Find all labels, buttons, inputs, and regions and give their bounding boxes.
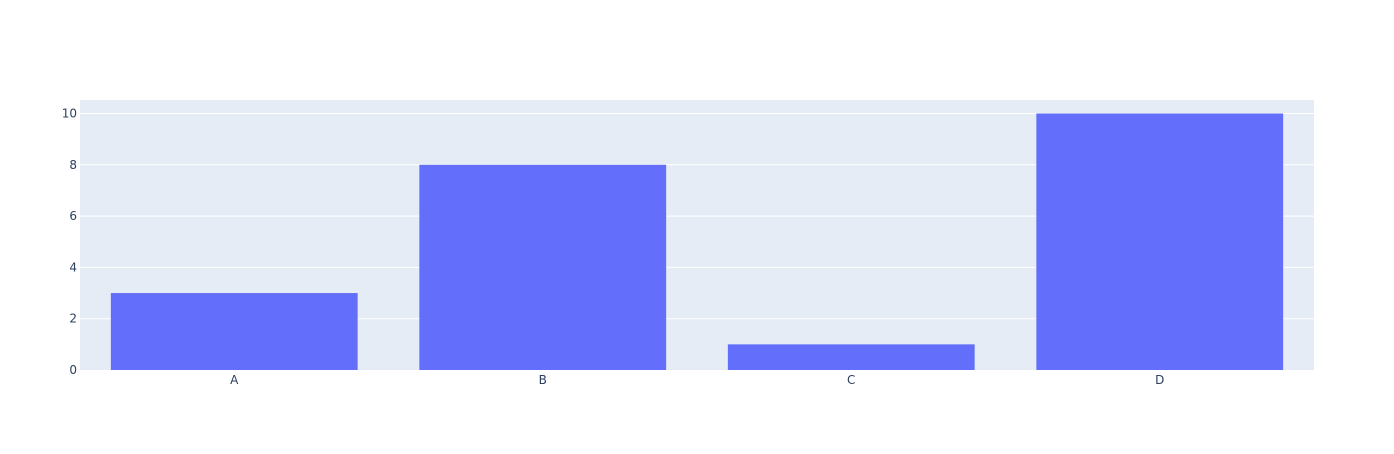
y-tick-label: 8 — [69, 158, 77, 172]
bars — [110, 113, 1284, 370]
y-tick-label: 4 — [69, 260, 77, 274]
y-tick-label: 2 — [69, 312, 77, 326]
x-axis-tick-labels: A B C D — [230, 373, 1164, 387]
y-axis-tick-labels: 0 2 4 6 8 10 — [62, 106, 77, 377]
bar-a[interactable] — [110, 293, 358, 370]
x-tick-label: D — [1155, 373, 1164, 387]
bar-d[interactable] — [1036, 113, 1284, 370]
x-tick-label: A — [230, 373, 239, 387]
bar-b[interactable] — [419, 164, 667, 370]
y-tick-label: 10 — [62, 106, 77, 120]
y-tick-label: 0 — [69, 363, 77, 377]
x-tick-label: C — [847, 373, 855, 387]
x-tick-label: B — [539, 373, 547, 387]
bar-c[interactable] — [727, 344, 975, 370]
y-tick-label: 6 — [69, 209, 77, 223]
